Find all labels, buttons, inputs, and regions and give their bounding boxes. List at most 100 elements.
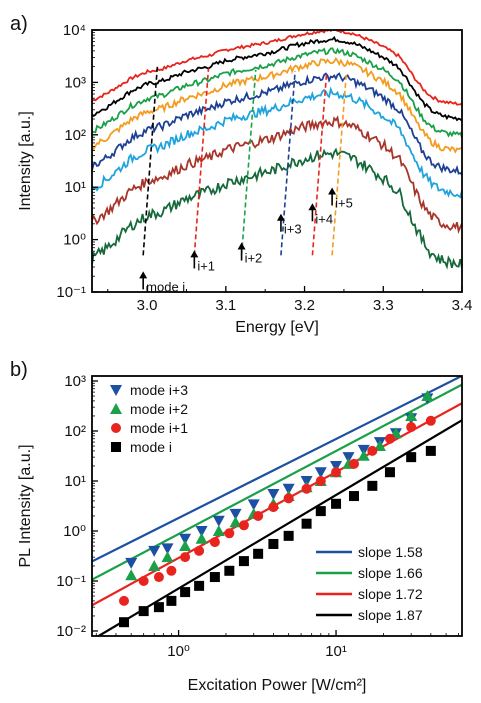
data-point-square	[209, 572, 220, 583]
data-point-triangle-up	[179, 540, 192, 552]
mode-label-4: i+3	[284, 222, 302, 237]
data-point-square	[384, 467, 395, 478]
data-point-circle	[384, 433, 395, 444]
data-point-triangle-up	[229, 516, 242, 528]
x-tick-label: 10⁰	[167, 643, 190, 660]
slope-legend-label: slope 1.58	[358, 544, 423, 560]
data-point-triangle-up	[212, 525, 225, 536]
data-point-square	[425, 445, 436, 456]
data-point-square	[367, 480, 378, 491]
data-point-triangle-down	[179, 533, 192, 545]
data-point-square	[301, 518, 312, 529]
data-point-square	[138, 606, 149, 617]
data-point-circle	[367, 445, 378, 456]
data-point-triangle-down	[195, 526, 208, 537]
legend-label: mode i	[130, 439, 172, 455]
x-tick-label: 10¹	[325, 643, 347, 660]
data-point-square	[253, 548, 264, 559]
panel-b-x-ticks: 10⁰ 10¹	[95, 630, 459, 660]
x-tick-label: 3.4	[452, 297, 473, 314]
mode-dashed-line-2	[193, 68, 210, 256]
slope-legend-label: slope 1.87	[358, 607, 423, 623]
data-point-circle	[348, 458, 359, 469]
data-point-square	[348, 491, 359, 502]
y-tick-label: 10⁴	[63, 22, 86, 39]
data-point-triangle-up	[405, 409, 418, 421]
mode-arrow-head-1	[139, 271, 148, 279]
data-point-square	[315, 506, 326, 517]
data-point-circle	[283, 493, 294, 504]
mode-arrow-head-2	[190, 250, 199, 258]
data-point-square	[194, 580, 205, 591]
data-point-square	[283, 530, 294, 541]
legend-label: mode i+3	[130, 382, 188, 398]
data-point-circle	[209, 537, 220, 548]
panel-b-plot	[92, 376, 462, 636]
data-point-square	[118, 617, 129, 628]
mode-dashed-line-3	[240, 69, 257, 256]
y-tick-label: 10²	[64, 127, 86, 144]
data-point-triangle-up	[357, 449, 370, 461]
data-point-circle	[118, 595, 129, 606]
y-tick-label: 10⁻¹	[56, 573, 86, 590]
mode-arrow-head-6	[328, 187, 337, 195]
spectrum-line-7	[92, 115, 462, 234]
data-point-triangle-down	[342, 452, 355, 464]
data-point-triangle-up	[125, 569, 138, 581]
mode-label-6: i+5	[335, 196, 353, 211]
data-point-triangle-down	[212, 515, 225, 527]
data-point-triangle-down	[267, 488, 280, 500]
panel-a-y-ticks: 10⁻¹ 10⁰ 10¹ 10² 10³ 10⁴	[56, 22, 98, 301]
data-point-triangle-up	[421, 390, 434, 402]
data-point-circle	[194, 545, 205, 556]
panel-b-y-ticks: 10⁻² 10⁻¹ 10⁰ 10¹ 10² 10³	[56, 373, 98, 640]
mode-dashed-line-4	[280, 71, 296, 256]
data-point-triangle-down	[125, 557, 138, 569]
data-point-triangle-down	[148, 545, 161, 557]
legend-label: mode i+2	[130, 401, 188, 417]
y-tick-label: 10⁻¹	[56, 284, 86, 301]
y-tick-label: 10⁰	[63, 523, 86, 540]
panel-a: a) mode i i+1 i+2 i+3 i+4i+5 3.0 3.1 3.2 3.3 3.4…	[10, 13, 472, 336]
fit-line-1	[92, 376, 462, 563]
data-point-triangle-up	[195, 532, 208, 544]
data-point-square	[331, 498, 342, 509]
panel-b-label: b)	[10, 359, 28, 381]
panel-a-label: a)	[10, 13, 28, 35]
mode-dashed-line-5	[311, 72, 328, 256]
mode-arrow-head-5	[308, 203, 317, 211]
legend-label: mode i+1	[130, 420, 188, 436]
data-point-square	[153, 602, 164, 613]
spectrum-line-4	[92, 56, 462, 154]
spectrum-line-6	[92, 86, 462, 199]
spectrum-line-1	[92, 30, 462, 106]
panel-b-axes-frame	[91, 375, 463, 637]
data-point-square	[406, 452, 417, 463]
panel-a-x-ticks: 3.0 3.1 3.2 3.3 3.4	[107, 286, 473, 314]
mode-dashed-line-6	[331, 74, 348, 256]
data-point-circle	[238, 520, 249, 531]
x-tick-label: 3.1	[215, 297, 236, 314]
spectrum-line-2	[92, 35, 462, 122]
data-point-triangle-down	[314, 467, 327, 479]
data-point-circle	[180, 552, 191, 563]
data-point-square	[180, 587, 191, 598]
mode-label-1: mode i	[146, 279, 185, 294]
data-point-triangle-down	[247, 499, 260, 511]
mode-label-5: i+4	[315, 211, 333, 226]
slope-legend-label: slope 1.66	[358, 565, 423, 581]
x-tick-label: 3.0	[137, 297, 158, 314]
y-tick-label: 10³	[64, 373, 86, 390]
fit-line-4	[96, 419, 462, 636]
data-point-triangle-down	[282, 483, 295, 495]
y-tick-label: 10³	[64, 74, 86, 91]
data-point-circle	[253, 510, 264, 521]
y-tick-label: 10¹	[64, 179, 86, 196]
data-point-circle	[153, 572, 164, 583]
spectrum-line-3	[92, 47, 462, 138]
panel-a-plot: mode i i+1 i+2 i+3 i+4i+5	[92, 30, 462, 294]
y-tick-label: 10⁻²	[56, 623, 86, 640]
mode-arrow-head-4	[276, 213, 285, 221]
data-point-circle	[406, 422, 417, 433]
data-point-square	[268, 538, 279, 549]
